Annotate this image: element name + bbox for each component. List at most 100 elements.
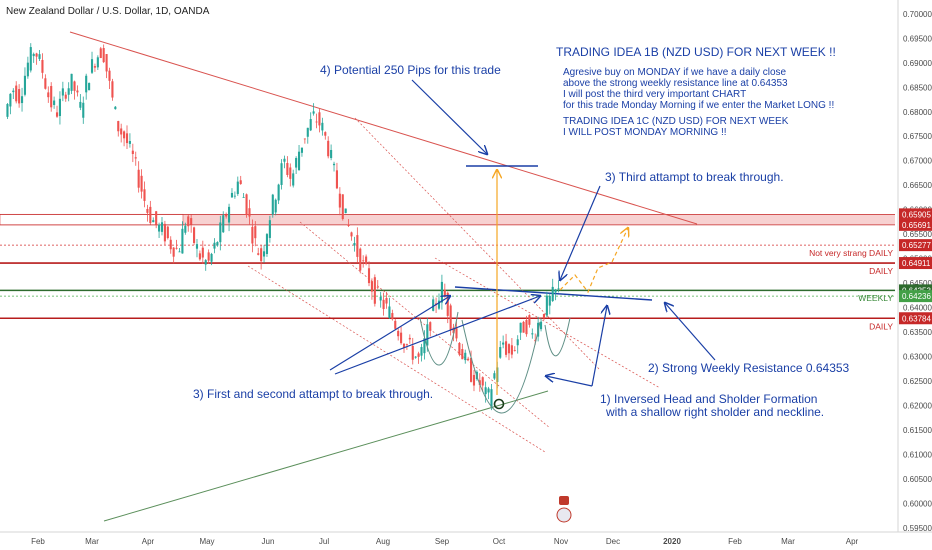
- candle-body: [365, 256, 368, 264]
- candle-body: [195, 244, 199, 249]
- x-tick-label: Mar: [85, 537, 99, 546]
- candle-body: [338, 193, 341, 208]
- candle-body: [149, 206, 152, 224]
- candle-body: [262, 251, 266, 257]
- candle-body: [204, 260, 207, 265]
- candle-body: [248, 208, 251, 217]
- candle-body: [531, 333, 534, 335]
- ihs-arrow-right: [591, 306, 607, 387]
- candle-body: [155, 211, 158, 225]
- candle-body: [467, 358, 470, 360]
- candle-body: [379, 296, 382, 301]
- x-tick-label: Apr: [846, 537, 859, 546]
- candle-body: [85, 75, 88, 93]
- candle-body: [388, 306, 391, 319]
- candle-body: [411, 345, 414, 360]
- candle-body: [23, 75, 27, 95]
- level-label: WEEKLY: [858, 293, 893, 303]
- candle-body: [312, 111, 315, 114]
- potential-arrow: [411, 79, 487, 154]
- y-tick-label: 0.64000: [903, 304, 932, 313]
- y-tick-label: 0.68000: [903, 108, 932, 117]
- candle-body: [265, 234, 269, 254]
- candle-body: [158, 224, 161, 232]
- candle-body: [315, 121, 318, 123]
- candle-body: [391, 313, 394, 320]
- candle-body: [295, 158, 298, 168]
- candle-body: [306, 127, 309, 137]
- candle-body: [105, 54, 108, 72]
- candle-body: [123, 131, 126, 139]
- candle-body: [461, 349, 464, 360]
- candle-body: [522, 321, 525, 333]
- candle-body: [184, 225, 187, 233]
- price-tag-label: 0.64236: [902, 292, 931, 301]
- candle-body: [458, 342, 461, 355]
- candle-body: [102, 48, 105, 63]
- y-tick-label: 0.66500: [903, 181, 932, 190]
- idea-line-1: Agresive buy on MONDAY if we have a dail…: [563, 67, 787, 78]
- head-curve: [461, 319, 541, 414]
- candle-body: [373, 277, 376, 304]
- x-tick-label: Apr: [142, 537, 155, 546]
- candle-body: [198, 253, 201, 260]
- candle-body: [455, 328, 458, 339]
- candle-body: [143, 189, 146, 201]
- candle-body: [172, 247, 175, 257]
- candle-body: [47, 92, 50, 98]
- price-tag-bg: [899, 218, 932, 231]
- candle-body: [548, 295, 551, 306]
- y-tick-label: 0.68500: [903, 83, 932, 92]
- y-tick-label: 0.67000: [903, 157, 932, 166]
- candle-body: [128, 141, 131, 144]
- candle-body: [18, 89, 21, 104]
- candle-body: [539, 321, 543, 330]
- candle-body: [201, 247, 204, 258]
- candle-body: [152, 220, 155, 223]
- y-tick-label: 0.62000: [903, 402, 932, 411]
- candle-body: [309, 119, 312, 131]
- candle-body: [519, 322, 522, 333]
- x-tick-label: Jul: [319, 537, 329, 546]
- candle-body: [437, 300, 441, 309]
- candle-body: [108, 70, 111, 81]
- candle-body: [303, 138, 306, 140]
- x-tick-label: May: [199, 537, 214, 546]
- price-tag-label: 0.65277: [902, 241, 931, 250]
- long-support-line: [103, 390, 549, 522]
- price-tag-label: 0.65905: [902, 210, 931, 219]
- candle-body: [502, 342, 505, 345]
- y-tick-label: 0.67500: [903, 132, 932, 141]
- y-tick-label: 0.61500: [903, 426, 932, 435]
- candle-body: [239, 180, 242, 185]
- candle-body: [117, 121, 120, 132]
- candle-body: [397, 330, 400, 337]
- level-label: Not very strang DAILY: [809, 248, 893, 258]
- candle-body: [219, 222, 222, 243]
- candle-body: [260, 248, 263, 262]
- price-tag-label: 0.65691: [902, 221, 931, 230]
- candle-body: [242, 197, 245, 198]
- y-tick-label: 0.61000: [903, 451, 932, 460]
- candle-body: [420, 347, 423, 356]
- candle-body: [207, 252, 210, 261]
- candle-body: [297, 151, 301, 171]
- candle-body: [233, 195, 236, 197]
- x-tick-label: Feb: [31, 537, 45, 546]
- candle-body: [292, 173, 295, 186]
- candle-body: [324, 132, 327, 136]
- candle-body: [505, 341, 508, 355]
- candle-body: [32, 53, 35, 57]
- candle-body: [335, 170, 338, 189]
- price-tag-label: 0.63784: [902, 314, 931, 323]
- candle-body: [481, 377, 484, 386]
- y-tick-label: 0.70000: [903, 10, 932, 19]
- candle-body: [58, 98, 61, 117]
- candle-body: [341, 194, 344, 219]
- candle-body: [236, 181, 239, 194]
- price-tag-bg: [899, 257, 932, 270]
- candle-body: [516, 339, 519, 346]
- candle-body: [487, 388, 490, 393]
- candle-body: [400, 332, 403, 344]
